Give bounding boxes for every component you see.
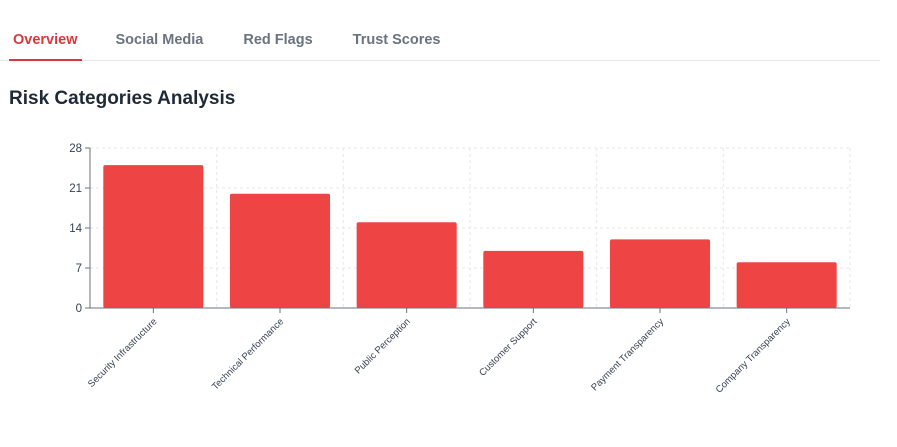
bar[interactable] xyxy=(609,239,711,308)
bar[interactable] xyxy=(103,165,204,308)
y-tick-label: 7 xyxy=(76,263,82,275)
section-title: Risk Categories Analysis xyxy=(9,88,236,109)
chart-bars xyxy=(103,165,837,308)
tab-red-flags[interactable]: Red Flags xyxy=(243,32,313,48)
y-tick-label: 14 xyxy=(69,223,82,235)
chart-grid xyxy=(90,147,851,308)
x-tick-label: Company Transparency xyxy=(714,316,793,395)
y-tick-label: 0 xyxy=(76,303,82,315)
tab-social-media[interactable]: Social Media xyxy=(115,32,204,48)
x-tick-label: Payment Transparency xyxy=(589,316,666,393)
tab-overview[interactable]: Overview xyxy=(9,32,81,61)
x-tick-label: Customer Support xyxy=(477,316,540,379)
x-tick-label: Security Infrastructure xyxy=(86,316,159,389)
x-tick-label: Public Perception xyxy=(353,316,413,376)
chart-axes xyxy=(85,147,850,313)
bar[interactable] xyxy=(356,222,457,308)
bar[interactable] xyxy=(229,193,331,308)
tab-bar: Overview Social Media Red Flags Trust Sc… xyxy=(0,0,880,61)
y-tick-label: 21 xyxy=(69,183,82,195)
bar[interactable] xyxy=(736,262,837,308)
x-tick-label: Technical Performance xyxy=(210,316,286,392)
bar[interactable] xyxy=(483,250,584,308)
tab-trust-scores[interactable]: Trust Scores xyxy=(352,32,441,48)
y-tick-label: 28 xyxy=(69,143,82,155)
